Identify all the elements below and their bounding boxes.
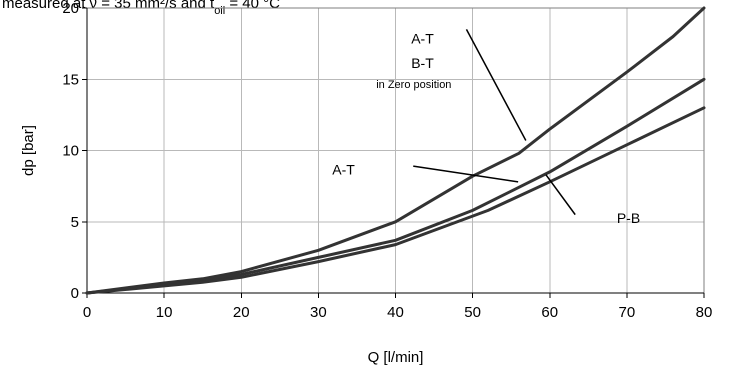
x-tick-label-1: 10	[156, 304, 173, 321]
x-tick-label-7: 70	[619, 304, 636, 321]
annotation-4: A-T	[332, 162, 355, 178]
y-tick-label-2: 10	[62, 143, 79, 160]
chart-series	[85, 6, 706, 295]
x-tick-label-2: 20	[233, 304, 250, 321]
y-tick-label-0: 0	[71, 285, 79, 302]
y-axis-label: dp [bar]	[20, 125, 37, 176]
x-tick-label-4: 40	[387, 304, 404, 321]
chart-title-main: measured at ν = 35 mm²/s and t	[2, 0, 215, 12]
series-line-2	[85, 77, 706, 295]
chart-title: measured at ν = 35 mm²/s and toil = 40 °…	[2, 0, 280, 17]
annotation-5: P-B	[617, 210, 640, 226]
x-tick-label-5: 50	[464, 304, 481, 321]
y-tick-label-1: 5	[71, 214, 79, 231]
x-axis-ticks: 0 10 20 30 40 50 60 70 80	[83, 293, 713, 321]
chart-title-tail: = 40 °C	[225, 0, 280, 12]
chart-annotations: A-T B-T in Zero position A-T P-B	[332, 31, 640, 227]
chart-title-subscript: oil	[214, 5, 225, 17]
annotation-3: in Zero position	[376, 79, 451, 91]
x-tick-label-8: 80	[696, 304, 713, 321]
leader-line-1	[465, 29, 527, 141]
annotation-2: B-T	[411, 55, 434, 71]
x-axis-label: Q [l/min]	[368, 349, 424, 366]
y-axis-ticks: 0 5 10 15 20	[62, 0, 87, 302]
chart-grid	[87, 8, 704, 293]
annotation-leaders	[413, 29, 576, 216]
y-tick-label-3: 15	[62, 71, 79, 88]
annotation-1: A-T	[411, 31, 434, 47]
series-line-3	[85, 106, 706, 295]
x-tick-label-0: 0	[83, 304, 91, 321]
x-tick-label-6: 60	[541, 304, 558, 321]
leader-line-3	[545, 174, 576, 216]
x-tick-label-3: 30	[310, 304, 327, 321]
y-tick-label-4: 20	[62, 0, 79, 17]
leader-line-2	[413, 165, 519, 183]
